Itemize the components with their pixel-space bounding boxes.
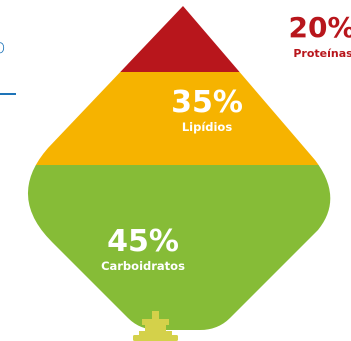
port-base [133,335,178,341]
bag-port [133,311,178,341]
cropped-text-fragment: o [0,38,6,57]
lipidios-label: Lipídios [182,120,233,134]
proteinas-percent: 20% [288,11,351,44]
port-neck [139,311,172,336]
lipidios-percent: 35% [171,85,243,120]
proteinas-label: Proteínas [293,47,351,60]
carboidratos-label: Carboidratos [101,259,185,273]
carboidratos-percent: 45% [107,224,179,259]
cropped-divider-line [0,93,16,95]
